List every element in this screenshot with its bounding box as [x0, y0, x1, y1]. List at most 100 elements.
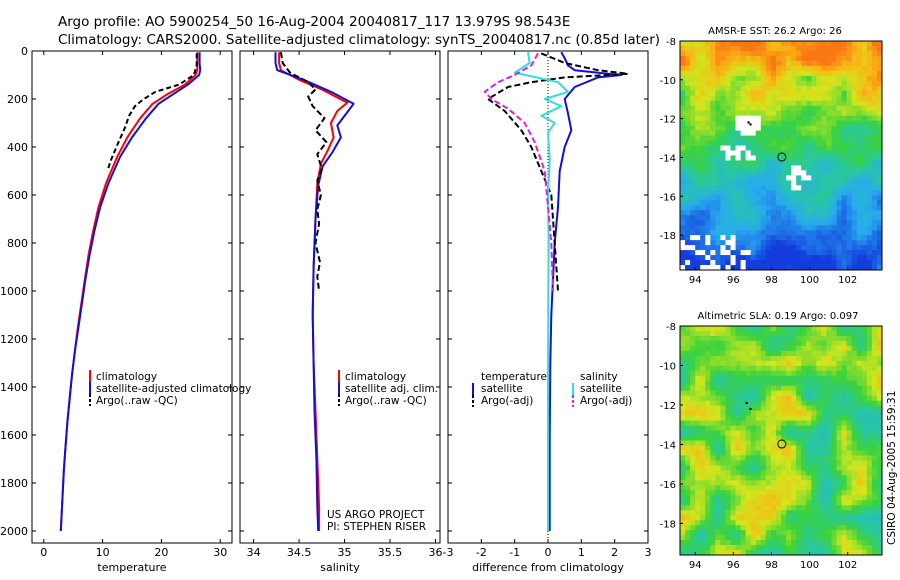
map-cell [876, 400, 883, 407]
map-cell [775, 326, 782, 332]
map-cell [715, 450, 721, 456]
map-cell [705, 345, 711, 352]
map-cell [765, 326, 772, 332]
map-cell [735, 410, 741, 417]
map-cell [695, 445, 701, 451]
map-cell [841, 135, 848, 141]
map-cell [856, 205, 863, 211]
map-cell [876, 360, 883, 367]
map-cell [700, 205, 706, 211]
map-cell [816, 140, 822, 146]
map-cell [781, 90, 787, 97]
map-cell [811, 255, 817, 261]
map-cell [690, 350, 696, 357]
map-cell [851, 505, 858, 511]
map-cell [796, 125, 802, 132]
map-cell [720, 440, 726, 446]
map-cell [846, 140, 853, 146]
map-cell [750, 450, 757, 456]
map-cell [851, 155, 858, 161]
map-cell [745, 505, 752, 511]
map-cell [781, 490, 787, 496]
map-cell [876, 65, 883, 72]
map-cell [765, 360, 772, 367]
map-cell [851, 55, 858, 62]
map-cell [695, 130, 701, 136]
map-cell [806, 540, 812, 546]
map-cell [750, 440, 757, 446]
map-cell [801, 150, 807, 156]
map-cell [745, 260, 752, 266]
map-cell [791, 235, 797, 241]
map-cell [801, 265, 807, 271]
map-cell [856, 360, 863, 367]
map-cell [720, 190, 726, 196]
map-cell [876, 350, 883, 357]
map-cell [740, 490, 747, 496]
x-tick-label: 2 [611, 546, 618, 559]
map-cell [755, 495, 762, 501]
map-cell [821, 515, 827, 521]
map-cell [760, 265, 767, 271]
map-cell [750, 465, 757, 471]
map-cell [876, 425, 883, 431]
map-cell [871, 360, 878, 367]
map-cell [846, 220, 853, 226]
map-cell [725, 200, 731, 206]
map-cell [796, 326, 802, 332]
map-cell [846, 215, 853, 221]
map-cell [866, 495, 873, 501]
map-cell [725, 395, 731, 402]
map-cell [876, 50, 883, 57]
map-cell [775, 245, 782, 251]
map-cell [730, 385, 736, 392]
map-cell [841, 355, 848, 362]
map-cell [755, 380, 762, 387]
float-track-point [747, 121, 750, 124]
map-cell [826, 165, 832, 171]
map-cell [705, 75, 711, 82]
map-cell [811, 445, 817, 451]
map-cell [720, 100, 726, 107]
map-cell [745, 410, 752, 417]
map-cell [786, 365, 792, 372]
map-cell [740, 90, 747, 97]
map-cell [720, 265, 726, 271]
map-cell [750, 540, 757, 546]
map-cell [755, 430, 762, 436]
map-cell [821, 340, 827, 347]
map-cell [836, 165, 842, 171]
map-cell [866, 326, 873, 332]
map-cell [846, 155, 853, 161]
map-cell [695, 460, 701, 466]
map-cell [710, 45, 716, 52]
map-cell [740, 165, 747, 171]
map-cell [755, 170, 762, 176]
map-cell [786, 45, 792, 52]
map-cell [765, 535, 772, 541]
map-cell [715, 530, 721, 536]
map-cell [750, 170, 757, 176]
map-cell [821, 535, 827, 541]
map-cell [685, 420, 691, 426]
map-cell [735, 395, 741, 402]
map-cell [876, 235, 883, 241]
map-cell [826, 260, 832, 266]
map-cell [745, 175, 752, 181]
map-cell [781, 420, 787, 426]
map-cell [806, 545, 812, 551]
map-cell [760, 375, 767, 382]
map-cell [730, 495, 736, 501]
map-cell [806, 495, 812, 501]
map-cell [786, 455, 792, 461]
map-cell [796, 505, 802, 511]
map-cell [866, 455, 873, 461]
map-cell [816, 400, 822, 407]
map-cell [745, 55, 752, 62]
map-cell [806, 245, 812, 251]
map-cell [715, 95, 721, 102]
map-cell [760, 45, 767, 52]
map-cell [841, 465, 848, 471]
map-cell [846, 330, 853, 337]
map-cell [841, 480, 848, 486]
